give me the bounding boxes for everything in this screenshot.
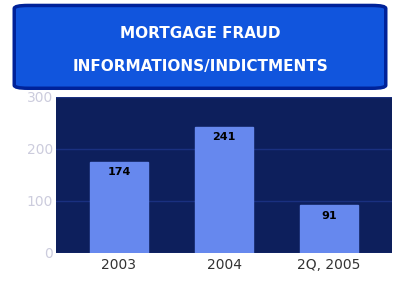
Text: MORTGAGE FRAUD: MORTGAGE FRAUD xyxy=(120,26,280,41)
Bar xyxy=(300,205,358,253)
Text: 241: 241 xyxy=(212,132,236,143)
Text: 174: 174 xyxy=(107,167,131,178)
FancyBboxPatch shape xyxy=(14,5,386,88)
Text: INFORMATIONS/INDICTMENTS: INFORMATIONS/INDICTMENTS xyxy=(72,59,328,74)
Text: 91: 91 xyxy=(321,211,337,221)
Bar xyxy=(90,162,148,253)
Bar xyxy=(195,127,253,253)
